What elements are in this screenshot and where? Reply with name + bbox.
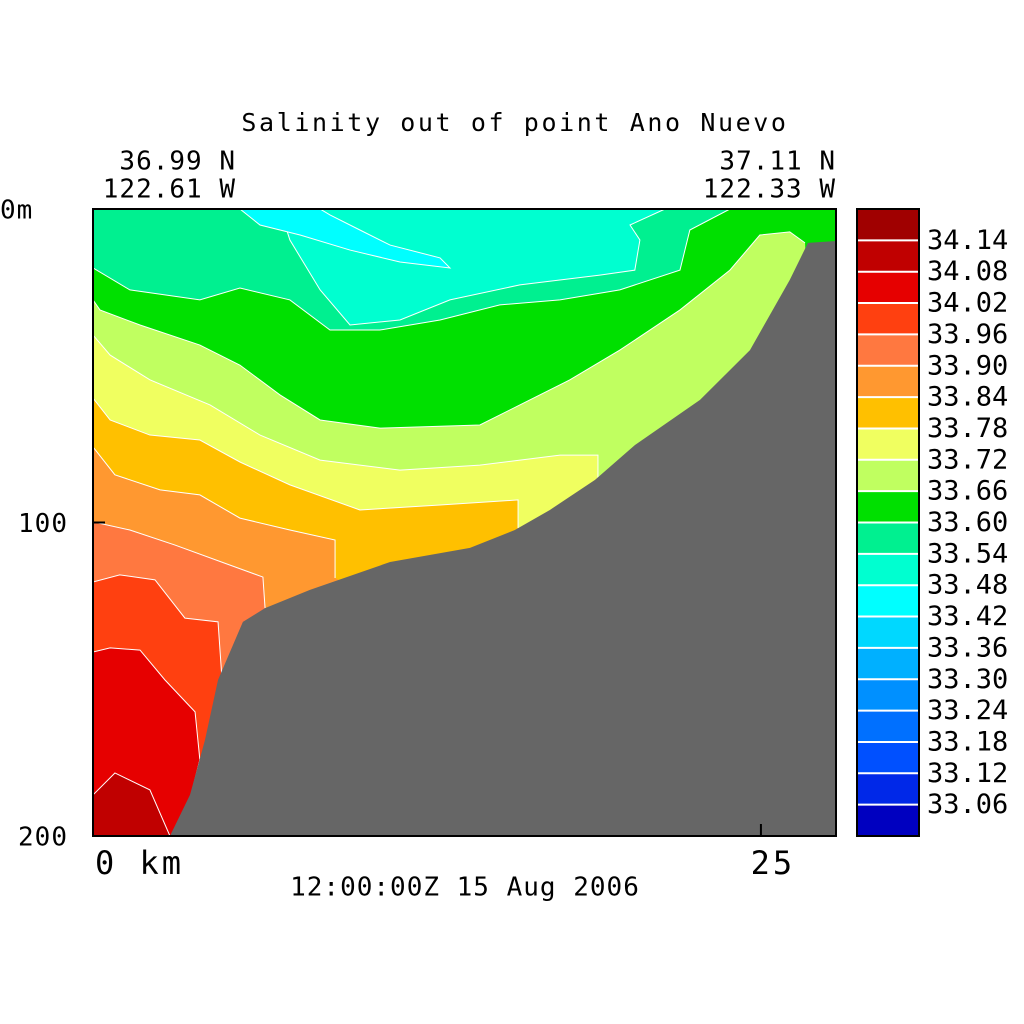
contour-fill — [93, 209, 836, 836]
colorbar-band — [857, 459, 919, 492]
right-longitude: 122.33 W — [703, 175, 836, 205]
contour-line — [239, 209, 452, 269]
colorbar: 33.0633.1233.1833.2433.3033.3633.4233.48… — [856, 208, 1008, 837]
colorbar-label: 33.84 — [927, 382, 1008, 413]
colorbar-band — [857, 522, 919, 554]
colorbar-label: 33.30 — [927, 664, 1008, 695]
colorbar-band — [857, 553, 919, 586]
y-tick-label: 0m — [0, 196, 33, 226]
colorbar-band — [857, 647, 919, 680]
left-longitude: 122.61 W — [103, 175, 236, 205]
x-tick-label: 0 km — [95, 844, 184, 882]
colorbar-frame — [856, 208, 920, 837]
colorbar-label: 33.96 — [927, 319, 1008, 350]
y-tick-label: 200 — [18, 823, 68, 853]
left-latitude: 36.99 N — [119, 147, 236, 177]
colorbar-band — [857, 303, 919, 335]
y-tick-label: 100 — [18, 509, 68, 539]
colorbar-band — [857, 710, 919, 742]
colorbar-label: 33.18 — [927, 726, 1008, 757]
colorbar-label: 34.14 — [927, 225, 1008, 256]
colorbar-label: 33.90 — [927, 350, 1008, 381]
right-latitude: 37.11 N — [719, 147, 836, 177]
colorbar-label: 33.78 — [927, 413, 1008, 444]
contour-line — [279, 209, 666, 326]
bottom-topography — [169, 240, 836, 836]
chart-title: Salinity out of point Ano Nuevo — [241, 108, 788, 137]
contour-line — [93, 574, 223, 680]
colorbar-band — [857, 616, 919, 648]
colorbar-label: 33.12 — [927, 758, 1008, 789]
colorbar-band — [857, 585, 919, 617]
colorbar-band — [857, 428, 919, 460]
colorbar-band — [857, 397, 919, 429]
colorbar-label: 33.66 — [927, 476, 1008, 507]
axes: 0m 100 200 0 km 25 — [0, 196, 796, 883]
contour-line — [93, 772, 171, 836]
colorbar-band — [857, 271, 919, 304]
x-tick-label: 25 — [751, 844, 796, 882]
colorbar-band — [857, 240, 919, 272]
colorbar-band — [857, 365, 919, 398]
timestamp: 12:00:00Z 15 Aug 2006 — [290, 873, 640, 903]
contour-fill — [239, 209, 450, 268]
colorbar-band — [857, 209, 919, 241]
colorbar-band — [857, 334, 919, 366]
colorbar-label: 34.02 — [927, 288, 1008, 319]
colorbar-label: 33.06 — [927, 789, 1008, 820]
colorbar-label: 33.54 — [927, 538, 1008, 569]
colorbar-band — [857, 773, 919, 805]
colorbar-band — [857, 741, 919, 774]
colorbar-label: 33.60 — [927, 507, 1008, 538]
contour-line — [93, 446, 336, 578]
colorbar-label: 34.08 — [927, 256, 1008, 287]
colorbar-label: 33.36 — [927, 632, 1008, 663]
contour-line — [93, 209, 731, 331]
colorbar-label: 33.72 — [927, 444, 1008, 475]
colorbar-label: 33.24 — [927, 695, 1008, 726]
colorbar-band — [857, 491, 919, 523]
colorbar-label: 33.48 — [927, 570, 1008, 601]
plot-area — [93, 209, 836, 836]
colorbar-band — [857, 679, 919, 711]
colorbar-label: 33.42 — [927, 601, 1008, 632]
contour-line — [93, 334, 599, 478]
contour-line — [93, 521, 266, 609]
contour-line — [93, 231, 806, 429]
contour-line — [93, 397, 519, 529]
colorbar-band — [857, 804, 919, 836]
